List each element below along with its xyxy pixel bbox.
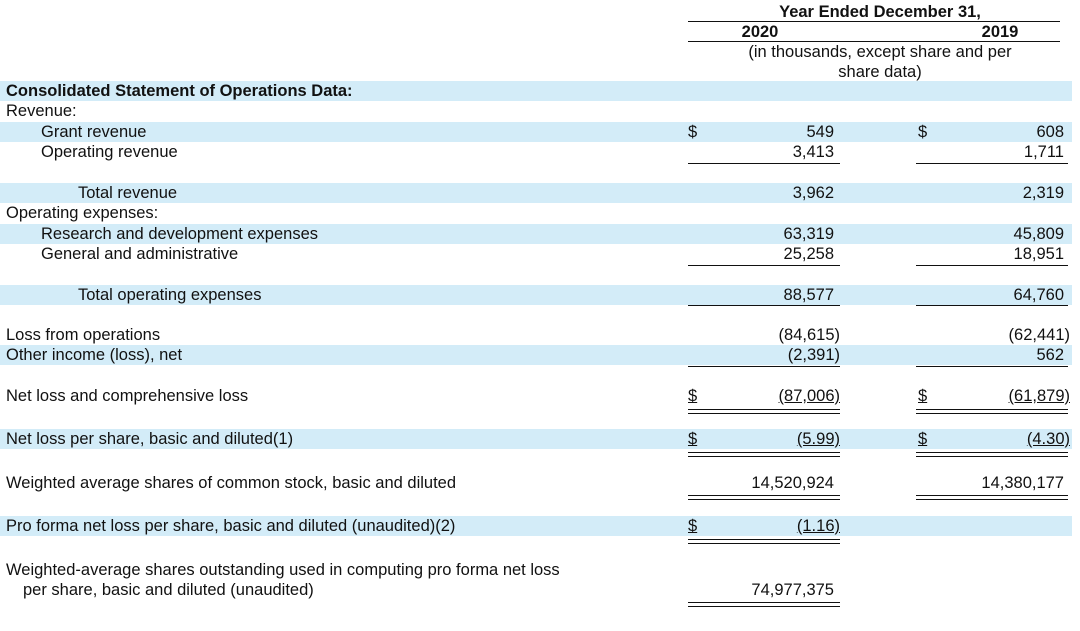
row-label: Net loss and comprehensive loss [6,387,249,405]
subtotal-rule [916,163,1068,164]
table-row: Research and development expenses 63,319… [0,224,1072,244]
currency-symbol: $ [688,123,698,141]
subtotal-rule [916,265,1068,266]
value-2020: (84,615) [778,326,840,344]
value-2019: 18,951 [1013,245,1064,263]
units-note-line1: (in thousands, except share and per [748,43,1012,61]
column-header-2020: 2020 [741,23,779,41]
total-double-rule [688,539,840,544]
table-row: Net loss per share, basic and diluted(1)… [0,429,1072,449]
value-2019: 562 [1036,346,1064,364]
subtotal-rule [688,366,840,367]
subtotal-rule [916,366,1068,367]
total-double-rule [688,452,840,457]
row-label: Grant revenue [41,123,147,141]
table-row: Net loss and comprehensive loss $ (87,00… [0,386,1072,406]
row-label: Weighted-average shares outstanding used… [6,561,560,579]
subtotal-rule [688,305,840,306]
row-label: Net loss per share, basic and diluted(1) [6,430,294,448]
table-row: Total revenue 3,962 2,319 [0,183,1072,203]
table-row: Weighted-average shares outstanding used… [0,560,1072,600]
currency-symbol: $ [688,387,698,405]
subtotal-rule [688,265,840,266]
total-double-rule [688,409,840,414]
period-title: Year Ended December 31, [779,3,981,21]
table-row: Weighted average shares of common stock,… [0,473,1072,493]
value-2020: 549 [806,123,834,141]
currency-symbol: $ [688,517,698,535]
units-note: (in thousands, except share and per shar… [735,42,1025,82]
row-label: Research and development expenses [41,225,319,243]
currency-symbol: $ [918,387,928,405]
opex-heading: Operating expenses: [6,204,159,222]
row-label: Loss from operations [6,326,161,344]
table-row: Other income (loss), net (2,391) 562 [0,345,1072,365]
value-2020: (5.99) [796,430,840,448]
value-2019: (62,441) [1008,326,1070,344]
units-note-line2: share data) [838,63,922,81]
value-2019: 64,760 [1013,286,1064,304]
row-label: Weighted average shares of common stock,… [6,474,457,492]
subtotal-rule [916,305,1068,306]
total-double-rule [916,409,1068,414]
table-row: Pro forma net loss per share, basic and … [0,516,1072,536]
subtotal-rule [688,163,840,164]
column-header-2019: 2019 [981,23,1019,41]
table-row: Loss from operations (84,615) (62,441) [0,325,1072,345]
section-title-row: Consolidated Statement of Operations Dat… [0,81,1072,101]
total-double-rule [916,495,1068,500]
value-2019: 1,711 [1023,143,1064,161]
revenue-heading: Revenue: [6,102,77,120]
value-2019: 608 [1036,123,1064,141]
table-row: Grant revenue $ 549 $ 608 [0,122,1072,142]
opex-heading-row: Operating expenses: [0,203,1072,223]
value-2019: 14,380,177 [981,474,1064,492]
value-2019: 45,809 [1013,225,1064,243]
row-label: Other income (loss), net [6,346,183,364]
currency-symbol: $ [918,123,928,141]
row-label: General and administrative [41,245,239,263]
currency-symbol: $ [688,430,698,448]
table-row: Total operating expenses 88,577 64,760 [0,285,1072,305]
total-double-rule [916,452,1068,457]
value-2020: 88,577 [783,286,834,304]
section-title: Consolidated Statement of Operations Dat… [6,82,353,100]
revenue-heading-row: Revenue: [0,101,1072,121]
value-2019: (4.30) [1026,430,1070,448]
value-2020: 3,413 [792,143,834,161]
row-label: Total operating expenses [78,286,262,304]
value-2020: 74,977,375 [751,581,834,599]
total-double-rule [688,602,840,607]
row-label: Total revenue [78,184,178,202]
value-2020: (2,391) [787,346,840,364]
header-rule [688,41,1060,42]
row-label: Pro forma net loss per share, basic and … [6,517,456,535]
row-label-continued: per share, basic and diluted (unaudited) [23,581,314,599]
row-label: Operating revenue [41,143,178,161]
total-double-rule [688,495,840,500]
value-2019: 2,319 [1022,184,1064,202]
value-2020: 3,962 [792,184,834,202]
value-2020: 25,258 [783,245,834,263]
value-2020: 14,520,924 [751,474,834,492]
value-2020: 63,319 [783,225,834,243]
value-2020: (87,006) [778,387,840,405]
table-row: Operating revenue 3,413 1,711 [0,142,1072,162]
currency-symbol: $ [918,430,928,448]
header-rule [688,21,1060,22]
value-2020: (1.16) [796,517,840,535]
value-2019: (61,879) [1008,387,1070,405]
table-row: General and administrative 25,258 18,951 [0,244,1072,264]
